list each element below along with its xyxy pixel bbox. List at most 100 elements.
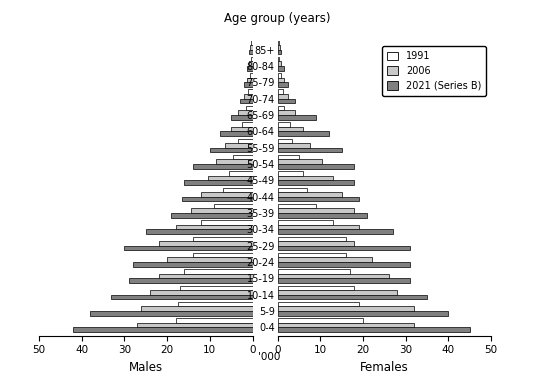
Bar bbox=[278, 192, 342, 197]
Bar bbox=[216, 159, 253, 164]
Bar bbox=[250, 73, 253, 78]
Bar bbox=[229, 171, 253, 176]
Bar bbox=[278, 229, 393, 234]
Bar bbox=[278, 66, 284, 70]
Bar bbox=[278, 241, 355, 246]
Bar bbox=[278, 187, 307, 192]
Bar bbox=[248, 66, 253, 70]
Bar bbox=[278, 40, 279, 45]
X-axis label: Females: Females bbox=[360, 361, 408, 374]
Bar bbox=[278, 164, 355, 169]
Bar bbox=[182, 197, 253, 201]
Bar bbox=[137, 323, 253, 327]
Bar bbox=[278, 262, 410, 267]
Bar bbox=[73, 327, 253, 332]
Bar bbox=[278, 278, 410, 283]
Bar bbox=[249, 61, 253, 66]
Bar bbox=[278, 197, 359, 201]
Bar bbox=[249, 50, 253, 54]
Bar bbox=[248, 78, 253, 82]
Bar bbox=[278, 253, 346, 257]
Bar bbox=[278, 171, 303, 176]
Bar bbox=[251, 57, 253, 61]
Bar bbox=[159, 241, 253, 246]
Bar bbox=[175, 318, 253, 323]
Bar bbox=[208, 176, 253, 180]
Bar bbox=[278, 257, 371, 262]
Bar bbox=[278, 94, 288, 99]
Text: Age group (years): Age group (years) bbox=[224, 12, 331, 25]
Bar bbox=[278, 307, 414, 311]
Bar bbox=[244, 82, 253, 87]
Bar bbox=[278, 285, 355, 290]
Bar bbox=[278, 213, 367, 218]
Bar bbox=[210, 148, 253, 152]
Bar bbox=[278, 89, 282, 94]
Bar bbox=[238, 110, 253, 115]
Bar bbox=[278, 302, 359, 307]
Bar bbox=[278, 99, 295, 103]
Bar bbox=[278, 327, 470, 332]
Bar bbox=[193, 253, 253, 257]
Bar bbox=[167, 257, 253, 262]
Bar bbox=[278, 155, 299, 159]
Bar bbox=[278, 73, 281, 78]
Bar bbox=[278, 180, 355, 185]
Bar bbox=[90, 311, 253, 316]
Bar bbox=[171, 213, 253, 218]
Bar bbox=[278, 143, 310, 148]
Bar bbox=[112, 295, 253, 299]
Bar bbox=[178, 302, 253, 307]
Bar bbox=[180, 285, 253, 290]
Bar bbox=[250, 45, 253, 50]
Bar bbox=[201, 220, 253, 225]
Bar bbox=[233, 155, 253, 159]
Bar bbox=[159, 274, 253, 278]
X-axis label: Males: Males bbox=[129, 361, 163, 374]
Bar bbox=[145, 229, 253, 234]
Bar bbox=[278, 131, 329, 136]
Bar bbox=[225, 143, 253, 148]
Bar bbox=[278, 208, 355, 213]
Bar bbox=[231, 127, 253, 131]
Bar bbox=[238, 138, 253, 143]
Text: '000: '000 bbox=[258, 352, 280, 363]
Bar bbox=[240, 99, 253, 103]
Bar bbox=[278, 269, 350, 274]
Bar bbox=[278, 122, 290, 127]
Bar bbox=[193, 164, 253, 169]
Bar bbox=[278, 318, 363, 323]
Bar bbox=[278, 295, 427, 299]
Bar bbox=[201, 192, 253, 197]
Bar bbox=[278, 148, 342, 152]
Bar bbox=[231, 115, 253, 120]
Bar bbox=[223, 187, 253, 192]
Bar bbox=[278, 110, 295, 115]
Bar bbox=[278, 138, 292, 143]
Bar bbox=[278, 236, 346, 241]
Bar bbox=[278, 50, 281, 54]
Bar bbox=[193, 236, 253, 241]
Bar bbox=[184, 180, 253, 185]
Bar bbox=[175, 225, 253, 229]
Bar bbox=[278, 225, 359, 229]
Bar bbox=[278, 61, 281, 66]
Bar bbox=[278, 57, 279, 61]
Bar bbox=[278, 311, 448, 316]
Bar bbox=[246, 106, 253, 110]
Bar bbox=[278, 204, 316, 208]
Bar bbox=[278, 45, 280, 50]
Bar bbox=[214, 204, 253, 208]
Bar bbox=[278, 82, 288, 87]
Bar bbox=[278, 290, 397, 295]
Bar bbox=[278, 127, 303, 131]
Bar bbox=[184, 269, 253, 274]
Legend: 1991, 2006, 2021 (Series B): 1991, 2006, 2021 (Series B) bbox=[382, 46, 486, 96]
Bar bbox=[278, 274, 388, 278]
Bar bbox=[278, 246, 410, 250]
Bar bbox=[190, 208, 253, 213]
Bar bbox=[278, 115, 316, 120]
Bar bbox=[278, 176, 333, 180]
Bar bbox=[278, 78, 284, 82]
Bar bbox=[248, 89, 253, 94]
